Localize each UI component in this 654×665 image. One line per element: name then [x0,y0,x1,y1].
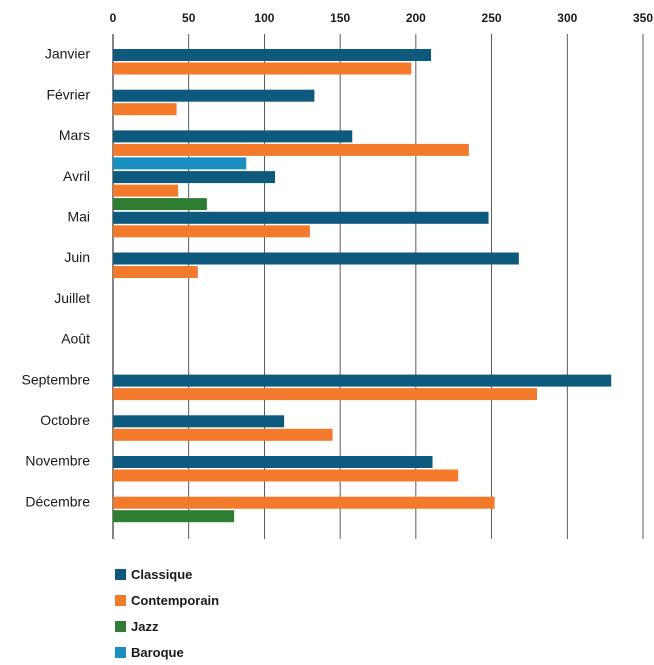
bar-contemporain [113,428,333,441]
legend-label: Contemporain [131,592,220,608]
bar-classique [113,211,489,224]
bar-classique [113,89,315,102]
legend-item: Baroque [115,639,219,665]
x-tick-label: 0 [110,11,117,25]
bar-contemporain [113,496,495,509]
category-label: Novembre [25,453,90,469]
bar-jazz [113,510,235,523]
bar-classique [113,49,431,61]
legend-label: Jazz [131,618,159,634]
bar-contemporain [113,469,459,482]
legend: Classique Contemporain Jazz Baroque [115,561,219,665]
legend-label: Baroque [131,644,184,660]
bar-classique [113,456,433,468]
legend-item: Jazz [115,613,219,639]
x-tick-label: 50 [182,11,196,25]
x-tick-label: 100 [254,11,274,25]
x-tick-label: 200 [406,11,426,25]
bar-contemporain [113,225,310,238]
category-label: Décembre [25,493,90,509]
category-label: Juin [64,249,90,265]
category-label: Mai [67,209,90,225]
legend-label: Classique [131,566,193,582]
legend-swatch [115,594,126,606]
bar-contemporain [113,266,198,278]
gridlines [112,34,644,539]
category-label: Février [46,86,90,102]
bar-jazz [113,198,207,211]
bar-classique [113,415,285,428]
legend-swatch [115,620,126,632]
legend-swatch [115,568,126,580]
legend-swatch [115,646,126,658]
bar-contemporain [113,103,177,116]
category-label: Janvier [45,46,90,62]
legend-item: Contemporain [115,587,219,613]
bar-classique [113,171,276,184]
category-label: Mars [59,127,90,143]
bar-classique [113,252,519,265]
category-label: Août [61,331,90,347]
category-label: Septembre [22,371,91,387]
bar-classique [113,130,353,143]
bar-contemporain [113,62,412,75]
bar-chart: 0 50 100 150 200 250 300 350 Janvier Février Mars… [22,11,654,539]
x-tick-label: 350 [633,11,653,25]
legend-item: Classique [115,561,219,587]
bar-contemporain [113,388,537,401]
bar-baroque [113,157,247,170]
category-label: Juillet [54,290,90,306]
bars [113,49,612,523]
x-tick-label: 300 [557,11,577,25]
category-labels: Janvier Février Mars Avril Mai Juin Juillet Aoû… [22,46,91,510]
x-axis-ticks: 0 50 100 150 200 250 300 350 [110,11,654,25]
bar-contemporain [113,184,179,197]
category-label: Octobre [40,412,90,428]
bar-classique [113,374,612,387]
bar-contemporain [113,143,469,156]
x-tick-label: 150 [330,11,350,25]
x-tick-label: 250 [482,11,502,25]
category-label: Avril [63,168,90,184]
